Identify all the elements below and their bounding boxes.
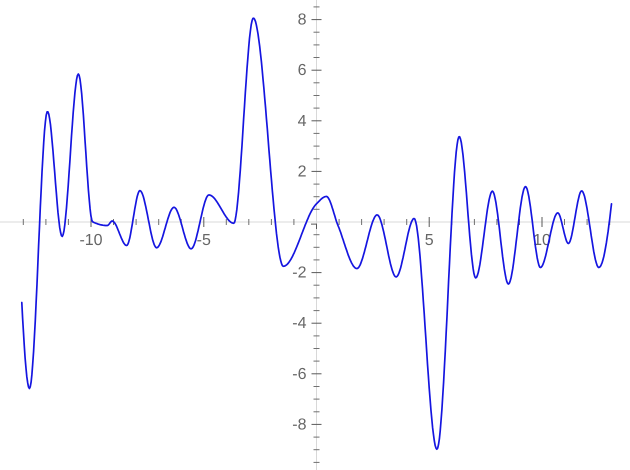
svg-text:-8: -8 [292,416,306,433]
svg-text:-5: -5 [197,232,211,249]
svg-text:4: 4 [298,113,307,130]
svg-text:-10: -10 [79,232,102,249]
svg-text:2: 2 [298,163,307,180]
svg-text:6: 6 [298,62,307,79]
svg-text:-6: -6 [292,366,306,383]
svg-text:-2: -2 [292,265,306,282]
svg-text:8: 8 [298,12,307,29]
svg-text:-4: -4 [292,315,306,332]
svg-text:5: 5 [425,232,434,249]
